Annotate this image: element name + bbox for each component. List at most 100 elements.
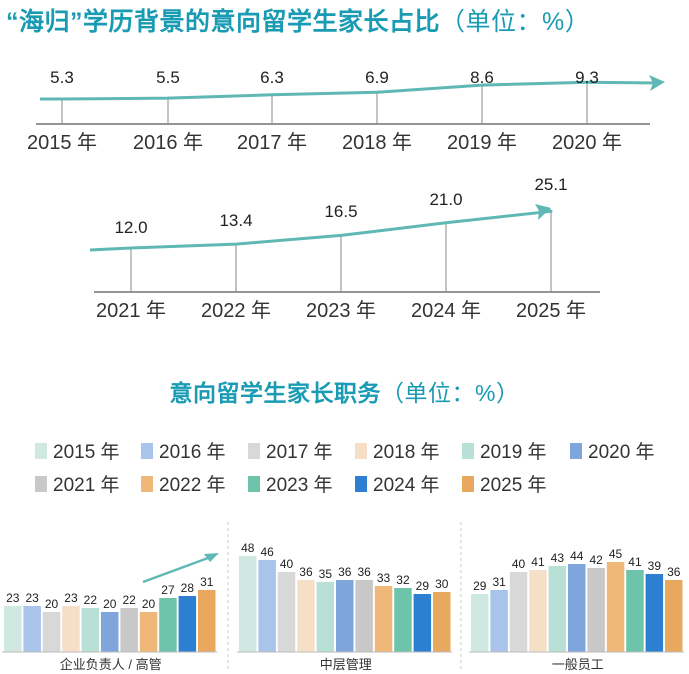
bar-value-label: 40: [512, 557, 526, 571]
trend-value-label: 5.5: [156, 68, 180, 87]
bar: [81, 608, 100, 652]
bar-value-label: 23: [64, 591, 78, 605]
bar: [626, 570, 644, 652]
bar: [239, 556, 257, 652]
trend-line: [89, 207, 553, 252]
group-label: 一般员工: [552, 657, 604, 672]
legend-swatch: [141, 443, 153, 459]
trend-value-label: 6.9: [365, 68, 389, 87]
bar: [139, 612, 158, 652]
trend-year-label: 2021 年: [96, 299, 166, 322]
bar-value-label: 20: [103, 597, 117, 611]
bar: [509, 572, 528, 652]
bar-value-label: 22: [84, 593, 98, 607]
bar: [587, 568, 605, 652]
position-chart-title-unit: （单位：%）: [381, 380, 520, 406]
bar-value-label: 46: [260, 545, 274, 559]
bar: [297, 580, 315, 652]
trend-line: [40, 80, 662, 101]
trend-value-label: 5.3: [50, 68, 74, 87]
legend-swatch: [35, 443, 47, 459]
bar-value-label: 35: [319, 567, 333, 581]
legend-swatch: [355, 476, 367, 492]
bar-value-label: 41: [531, 555, 545, 569]
legend-swatch: [462, 476, 474, 492]
bar: [258, 560, 276, 652]
legend-label: 2018 年: [373, 441, 440, 463]
bar: [471, 594, 489, 652]
legend-label: 2022 年: [159, 474, 226, 496]
trend-arrowhead: [535, 204, 551, 220]
trend-value-label: 12.0: [114, 218, 147, 237]
bar-value-label: 20: [45, 597, 59, 611]
legend-label: 2015 年: [53, 441, 120, 463]
trend-chart-title-unit: （单位：%）: [440, 8, 591, 36]
trend-value-label: 9.3: [575, 68, 599, 87]
bar: [433, 592, 451, 652]
bar: [529, 570, 547, 652]
trend-value-label: 8.6: [470, 68, 494, 87]
bar: [490, 590, 508, 652]
legend-label: 2020 年: [588, 441, 655, 463]
bar: [568, 564, 586, 652]
bar: [62, 606, 80, 652]
trend-value-label: 16.5: [324, 202, 357, 221]
bar-value-label: 28: [181, 581, 195, 595]
bar-value-label: 36: [299, 565, 313, 579]
bar-value-label: 29: [473, 579, 487, 593]
trend-value-label: 6.3: [260, 68, 284, 87]
bar-value-label: 42: [589, 553, 603, 567]
bar: [159, 598, 177, 652]
bar: [198, 590, 216, 652]
trend-value-label: 13.4: [219, 211, 252, 230]
bar-value-label: 27: [161, 583, 175, 597]
group-trend-arrow: [142, 556, 209, 584]
trend-year-label: 2015 年: [27, 131, 97, 154]
trend-year-label: 2020 年: [552, 131, 622, 154]
bar-value-label: 40: [280, 557, 294, 571]
trend-value-label: 25.1: [534, 175, 567, 194]
trend-year-label: 2016 年: [133, 131, 203, 154]
bar: [277, 572, 296, 652]
bar-value-label: 36: [357, 565, 371, 579]
bar-value-label: 48: [241, 541, 255, 555]
legend-swatch: [141, 476, 153, 492]
position-chart-title-main: 意向留学生家长职务: [169, 380, 382, 406]
position-chart-title: 意向留学生家长职务（单位：%）: [0, 374, 689, 408]
bar: [374, 586, 393, 652]
legend-label: 2017 年: [266, 441, 333, 463]
bar-value-label: 39: [648, 559, 662, 573]
trend-chart-title-main: “海归”学历背景的意向留学生家长占比: [6, 8, 441, 36]
bar-value-label: 31: [200, 575, 214, 589]
trend-chart-title: “海归”学历背景的意向留学生家长占比（单位：%）: [6, 2, 590, 38]
legend-label: 2021 年: [53, 474, 120, 496]
bar: [548, 566, 567, 652]
bar-value-label: 23: [25, 591, 39, 605]
legend-swatch: [248, 443, 260, 459]
legend-swatch: [570, 443, 582, 459]
bar: [23, 606, 41, 652]
bar-value-label: 33: [377, 571, 391, 585]
bar-value-label: 32: [396, 573, 410, 587]
group-label: 中层管理: [320, 657, 372, 672]
legend-swatch: [355, 443, 367, 459]
legend-label: 2019 年: [480, 441, 547, 463]
bar: [120, 608, 138, 652]
trend-arrowhead: [649, 75, 665, 91]
legend-swatch: [462, 443, 474, 459]
bar-value-label: 23: [6, 591, 20, 605]
legend-label: 2016 年: [159, 441, 226, 463]
trend-year-label: 2018 年: [342, 131, 412, 154]
bar: [316, 582, 335, 652]
legend-label: 2023 年: [266, 474, 333, 496]
bar-value-label: 44: [570, 549, 584, 563]
legend-swatch: [248, 476, 260, 492]
trend-year-label: 2017 年: [237, 131, 307, 154]
bar-value-label: 20: [142, 597, 156, 611]
bar: [606, 562, 625, 652]
bar: [394, 588, 412, 652]
bar: [355, 580, 373, 652]
bar-value-label: 41: [628, 555, 642, 569]
bar: [645, 574, 664, 652]
